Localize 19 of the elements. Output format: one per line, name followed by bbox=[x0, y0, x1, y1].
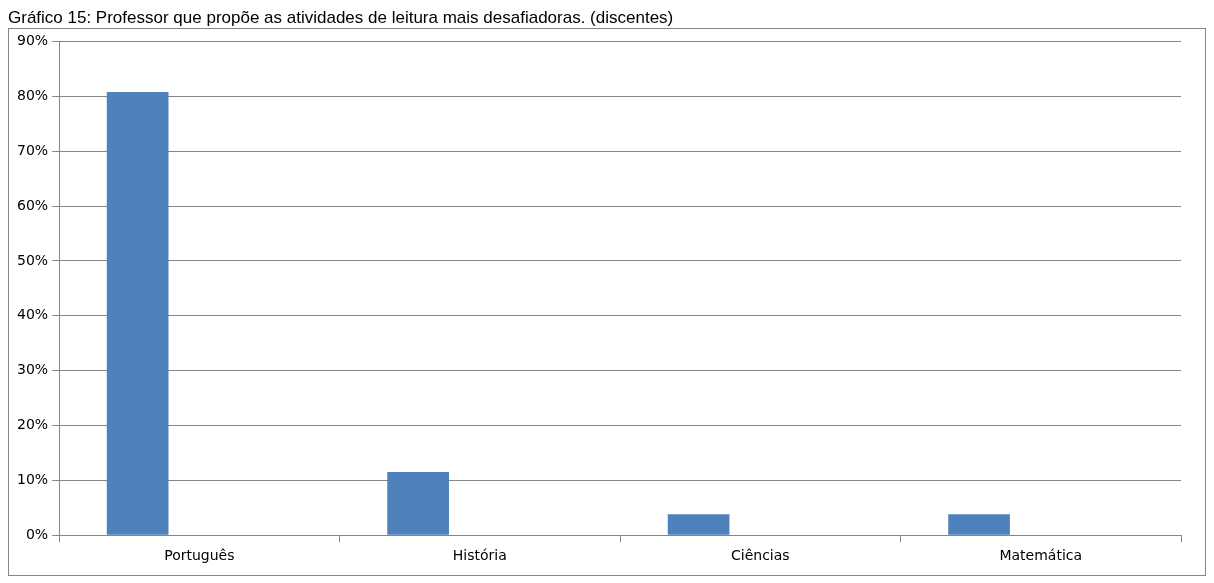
y-tick-label: 20% bbox=[16, 416, 49, 433]
y-tick-label: 90% bbox=[16, 32, 49, 49]
y-tick-label: 40% bbox=[16, 306, 49, 323]
y-tick-label: 10% bbox=[16, 470, 49, 487]
bar bbox=[106, 91, 169, 535]
bar bbox=[948, 514, 1010, 535]
bar bbox=[387, 472, 449, 535]
x-tick-label: Português bbox=[164, 547, 235, 564]
x-tick-label: Ciências bbox=[730, 547, 790, 564]
y-tick-label: 30% bbox=[16, 361, 49, 378]
y-tick-label: 70% bbox=[16, 141, 49, 158]
chart-title: Gráfico 15: Professor que propõe as atividades de leitura mais desafiadoras. (discentes) bbox=[8, 8, 675, 28]
y-tick-label: 50% bbox=[16, 251, 49, 268]
y-tick-label: 0% bbox=[25, 525, 49, 542]
x-tick-label: Matemática bbox=[999, 547, 1083, 564]
bar bbox=[667, 514, 730, 535]
x-tick-label: História bbox=[452, 547, 507, 564]
y-tick-label: 60% bbox=[16, 196, 49, 213]
y-tick-label: 80% bbox=[16, 86, 49, 103]
